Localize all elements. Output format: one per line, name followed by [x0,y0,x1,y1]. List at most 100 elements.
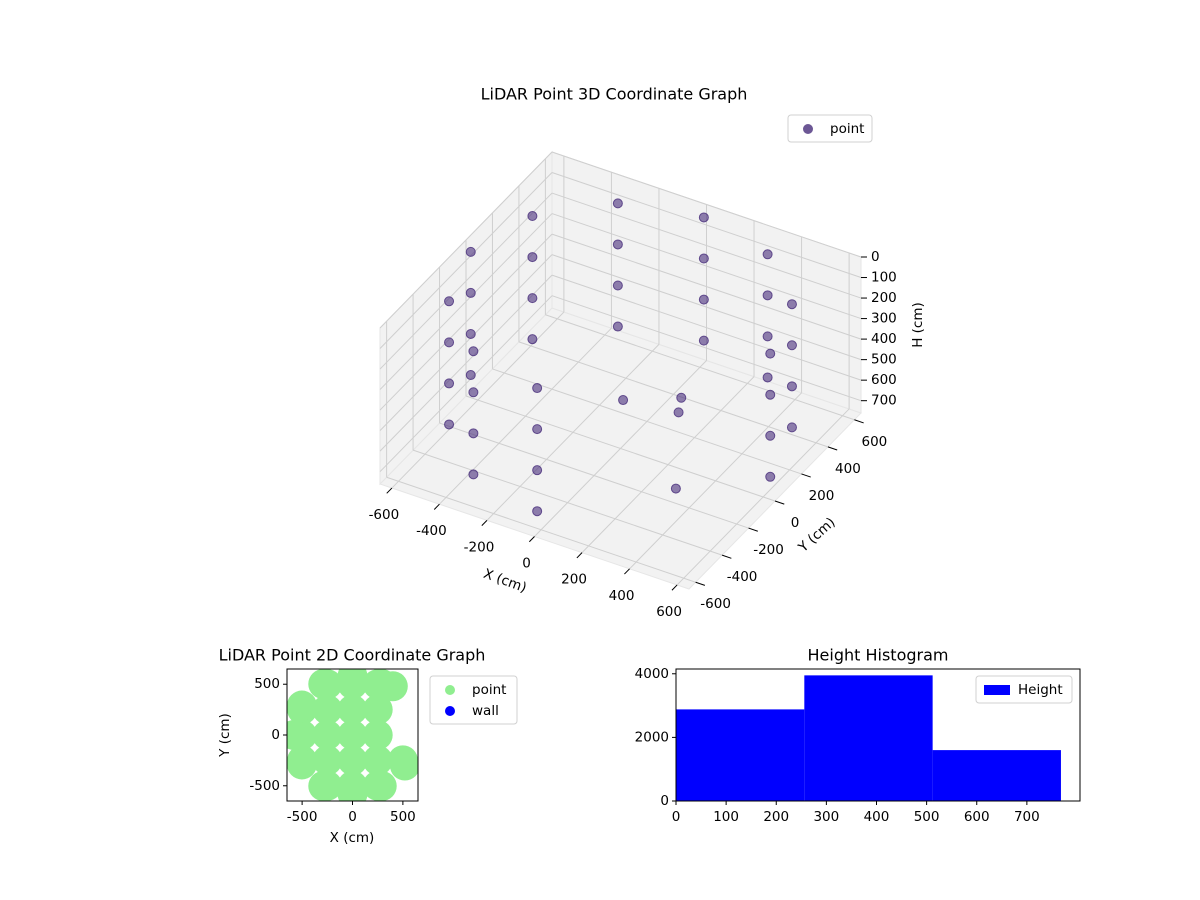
grid-line [379,274,553,452]
point [762,331,773,342]
grid-line [492,368,802,475]
grid-line [551,274,862,381]
point [337,720,368,750]
chart-title: LiDAR Point 2D Coordinate Graph [219,646,486,665]
point [612,321,623,332]
x-axis-label: X (cm) [330,830,375,846]
point [366,770,397,801]
chart-title: Height Histogram [808,646,949,665]
point [532,424,543,435]
grid-line [551,233,862,340]
point [762,372,773,383]
plot-frame [675,668,1081,802]
point [673,407,684,418]
point [468,428,479,439]
x-tick-label: -500 [287,809,318,825]
legend-box [975,675,1073,704]
y-tick-label: 200 [809,488,835,504]
x-tick-label: 400 [609,588,635,604]
tick-mark [695,581,706,586]
bar [676,709,805,801]
point [337,778,368,801]
x-tick-label: 600 [964,809,990,825]
tick-mark [748,527,758,532]
x-tick-label: 500 [390,809,416,825]
x-tick-label: 0 [522,556,531,572]
legend-label: point [830,121,864,137]
point [337,694,368,725]
point [468,346,479,357]
chart-title: LiDAR Point 3D Coordinate Graph [481,85,748,104]
grid-line [379,233,553,411]
point [698,294,709,305]
z-tick-label: 300 [871,311,897,327]
point [612,280,623,291]
point [765,430,776,441]
point [532,383,543,394]
grid-line [379,172,553,349]
x-tick-label: 100 [713,809,739,825]
point [762,290,773,301]
legend-swatch [984,685,1010,695]
tick-mark [801,473,811,478]
x-tick-label: 600 [656,604,682,620]
grid-line [551,192,862,299]
y-tick-label: -400 [727,569,758,585]
point [308,669,339,700]
point [337,669,368,692]
tick-mark [386,487,393,494]
bar [932,750,1061,801]
tick-mark [576,552,583,559]
grid-line [551,172,862,278]
x-tick-label: 0 [672,809,681,825]
grid-line [379,213,553,390]
point [698,335,709,346]
point [337,745,368,776]
legend-label: point [472,682,506,698]
x-tick-label: 200 [561,572,587,588]
tick-mark [671,584,678,591]
point [786,299,797,310]
point [765,389,776,400]
tick-mark [827,446,838,451]
point [527,334,538,345]
point [465,246,476,257]
point [465,287,476,298]
point [698,212,709,223]
legend-label: wall [472,703,499,719]
z-tick-label: 600 [871,372,897,388]
point [444,296,455,307]
point [468,469,479,480]
legend-swatch [445,706,455,716]
z-axis-label: H (cm) [910,302,926,348]
z-tick-label: 500 [871,352,897,368]
legend-label: Height [1018,682,1063,698]
z-tick-label: 0 [871,249,880,265]
point [287,720,310,750]
grid-line [379,254,553,431]
y-tick-label: 0 [660,793,669,809]
point [612,239,623,250]
x-tick-label: -200 [464,539,495,555]
point [287,690,317,721]
point [676,392,687,403]
y-tick-label: -200 [753,542,784,558]
point [444,419,455,430]
grid-line [465,395,776,502]
tick-mark [433,503,440,510]
point [786,422,797,433]
point [308,770,339,801]
z-tick-label: 100 [871,270,897,286]
y-tick-label: 4000 [635,666,669,682]
grid-line [551,295,862,402]
tick-mark [721,554,732,559]
y-axis-label: Y (cm) [217,713,233,758]
point [444,337,455,348]
grid-line [545,314,855,421]
point [468,387,479,398]
x-tick-label: 0 [348,809,357,825]
y-tick-label: -600 [700,596,731,612]
x-tick-label: -600 [369,507,400,523]
x-tick-label: -400 [416,523,447,539]
